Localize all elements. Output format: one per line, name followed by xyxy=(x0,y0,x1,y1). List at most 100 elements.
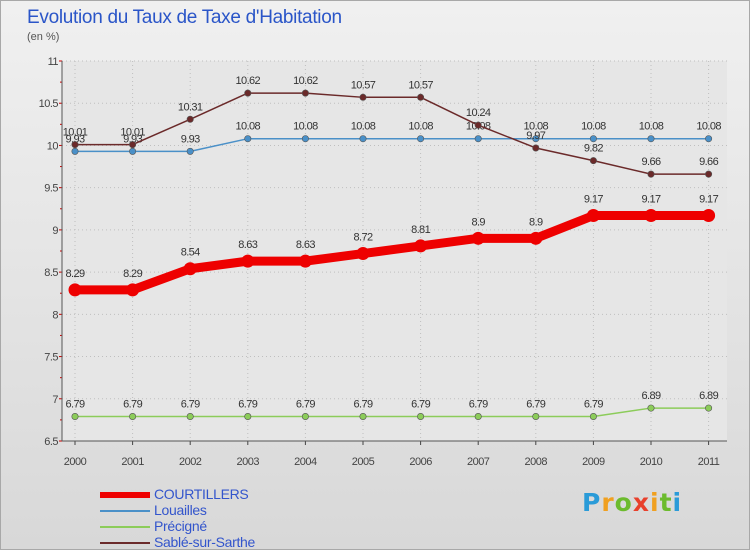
data-label: 10.08 xyxy=(639,121,664,133)
y-tick-label: 7 xyxy=(52,394,58,406)
data-label: 10.08 xyxy=(293,121,318,133)
y-tick-label: 7.5 xyxy=(44,352,58,364)
data-label: 10.01 xyxy=(63,127,88,139)
data-point xyxy=(586,209,600,223)
data-label: 6.89 xyxy=(699,390,718,402)
legend-swatch xyxy=(100,526,150,528)
x-tick-label: 2011 xyxy=(698,456,720,468)
data-label: 10.08 xyxy=(236,121,261,133)
x-tick-label: 2006 xyxy=(409,456,432,468)
x-tick-label: 2009 xyxy=(582,456,605,468)
y-tick-label: 10.5 xyxy=(39,98,59,110)
data-point xyxy=(589,157,597,165)
data-label: 8.54 xyxy=(181,247,200,259)
data-point xyxy=(414,239,428,253)
data-point xyxy=(474,413,482,421)
data-point xyxy=(647,404,655,412)
data-point xyxy=(183,262,197,276)
data-point xyxy=(68,283,82,297)
x-tick-label: 2001 xyxy=(121,456,144,468)
data-point xyxy=(589,413,597,421)
data-point xyxy=(417,93,425,101)
data-point xyxy=(359,135,367,143)
x-tick-label: 2004 xyxy=(294,456,317,468)
data-point xyxy=(529,231,543,245)
data-label: 10.57 xyxy=(351,79,376,91)
x-tick-label: 2002 xyxy=(179,456,202,468)
data-label: 8.72 xyxy=(353,232,372,244)
legend-swatch xyxy=(100,510,150,512)
data-label: 8.9 xyxy=(529,216,543,228)
data-label: 8.29 xyxy=(123,268,142,280)
data-point xyxy=(71,147,79,155)
data-label: 9.17 xyxy=(641,194,660,206)
data-point xyxy=(129,141,137,149)
data-point xyxy=(705,170,713,178)
data-point xyxy=(244,89,252,97)
data-point xyxy=(241,254,255,268)
data-label: 8.29 xyxy=(65,268,84,280)
series-line-1 xyxy=(74,137,710,153)
data-label: 6.79 xyxy=(353,399,372,411)
y-tick-label: 10 xyxy=(47,140,59,152)
data-label: 10.01 xyxy=(120,127,145,139)
data-label: 9.17 xyxy=(699,194,718,206)
data-label: 8.63 xyxy=(296,239,315,251)
data-label: 6.79 xyxy=(65,399,84,411)
data-label: 6.79 xyxy=(526,399,545,411)
data-point xyxy=(244,135,252,143)
y-tick-label: 8.5 xyxy=(44,267,58,279)
data-point xyxy=(471,231,485,245)
x-tick-label: 2003 xyxy=(237,456,260,468)
data-point xyxy=(129,147,137,155)
data-point xyxy=(359,93,367,101)
data-label: 6.79 xyxy=(181,399,200,411)
data-point xyxy=(647,170,655,178)
data-point xyxy=(417,413,425,421)
legend-label: Louailles xyxy=(154,502,207,518)
series-line-0 xyxy=(70,211,714,295)
data-point xyxy=(705,135,713,143)
data-point xyxy=(186,413,194,421)
data-label: 9.17 xyxy=(584,194,603,206)
data-label: 10.62 xyxy=(293,75,318,87)
data-label: 10.08 xyxy=(581,121,606,133)
data-point xyxy=(186,147,194,155)
x-tick-label: 2008 xyxy=(525,456,548,468)
data-point xyxy=(532,413,540,421)
data-label: 9.97 xyxy=(526,130,545,142)
data-point xyxy=(474,121,482,129)
data-point xyxy=(644,209,658,223)
legend-label: Sablé-sur-Sarthe xyxy=(154,534,256,550)
data-label: 9.93 xyxy=(181,133,200,145)
data-point xyxy=(359,413,367,421)
data-point xyxy=(532,135,540,143)
chart-subtitle: (en %) xyxy=(27,31,60,43)
data-label: 10.62 xyxy=(236,75,261,87)
data-point xyxy=(702,209,716,223)
data-label: 9.82 xyxy=(584,143,603,155)
data-point xyxy=(126,283,140,297)
legend-label: Précigné xyxy=(154,518,207,534)
data-label: 10.24 xyxy=(466,107,491,119)
data-point xyxy=(129,413,137,421)
data-point xyxy=(705,404,713,412)
data-label: 10.08 xyxy=(351,121,376,133)
data-label: 10.08 xyxy=(524,121,549,133)
data-label: 6.79 xyxy=(411,399,430,411)
legend-label: COURTILLERS xyxy=(154,486,249,502)
legend-swatch xyxy=(100,542,150,544)
data-label: 6.79 xyxy=(238,399,257,411)
data-label: 10.57 xyxy=(408,79,433,91)
series-line-2 xyxy=(74,407,710,418)
data-point xyxy=(647,135,655,143)
data-point xyxy=(474,135,482,143)
data-label: 9.93 xyxy=(65,133,84,145)
x-tick-label: 2010 xyxy=(640,456,663,468)
series-line-3 xyxy=(74,92,710,175)
data-label: 6.79 xyxy=(469,399,488,411)
x-tick-label: 2000 xyxy=(64,456,87,468)
data-point xyxy=(301,413,309,421)
data-point xyxy=(301,135,309,143)
